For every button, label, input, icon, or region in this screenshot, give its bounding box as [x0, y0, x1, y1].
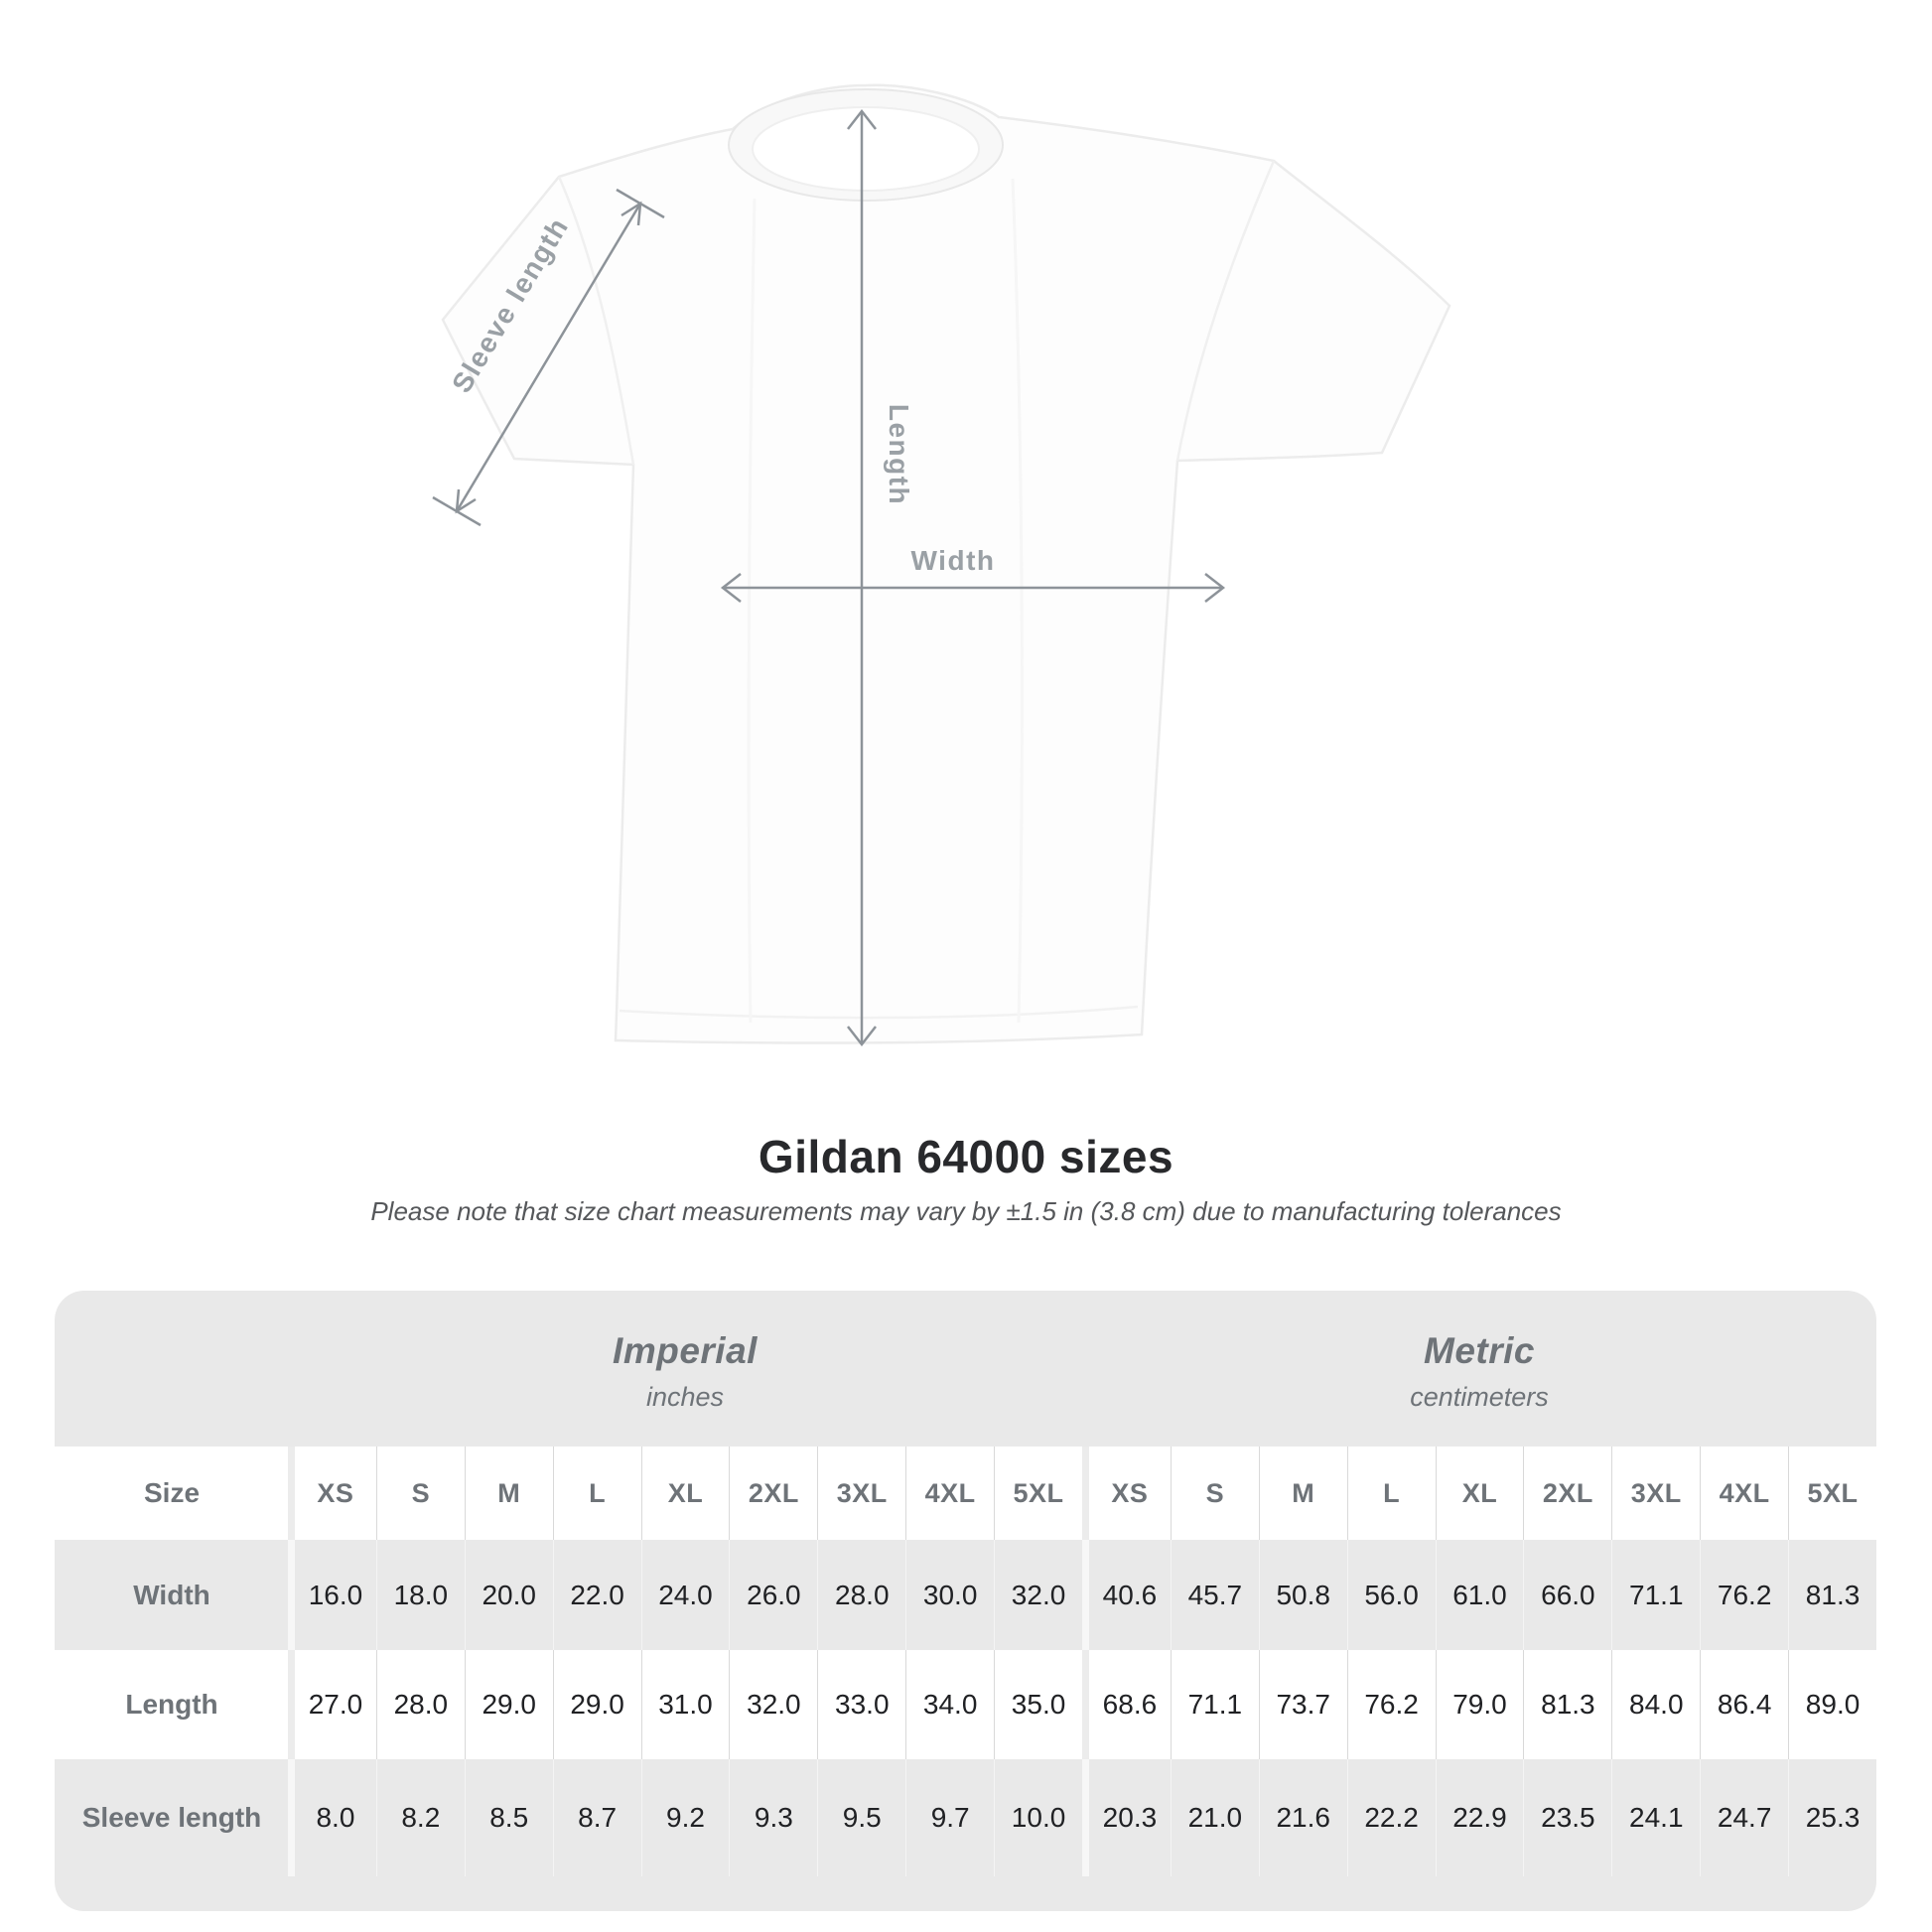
- measurement-cell: 8.7: [552, 1759, 641, 1876]
- measurement-cell: 18.0: [375, 1540, 465, 1650]
- measurement-cell: 86.4: [1700, 1650, 1789, 1759]
- measurement-cell: 22.9: [1435, 1759, 1524, 1876]
- size-header-imperial-2xl: 2XL: [729, 1447, 818, 1540]
- measurement-cell: 29.0: [552, 1650, 641, 1759]
- metric-group-unit: centimeters: [1410, 1382, 1549, 1412]
- measurement-cell: 22.0: [552, 1540, 641, 1650]
- measurement-cell: 33.0: [817, 1650, 906, 1759]
- measurement-cell: 10.0: [994, 1759, 1082, 1876]
- measurement-cell: 30.0: [905, 1540, 994, 1650]
- measurement-cell: 21.6: [1258, 1759, 1347, 1876]
- measurement-cell: 61.0: [1435, 1540, 1524, 1650]
- measurement-cell: 89.0: [1788, 1650, 1876, 1759]
- size-header-metric-4xl: 4XL: [1700, 1447, 1789, 1540]
- imperial-group-header: Imperial inches: [288, 1291, 1082, 1447]
- length-arrow: [847, 108, 877, 1047]
- row-label: Length: [55, 1650, 288, 1759]
- length-label: Length: [884, 404, 914, 505]
- measurement-cell: 16.0: [288, 1540, 376, 1650]
- measurement-cell: 9.3: [729, 1759, 817, 1876]
- size-header-imperial-m: M: [464, 1447, 553, 1540]
- measurement-cell: 50.8: [1258, 1540, 1347, 1650]
- measurement-cell: 71.1: [1611, 1540, 1700, 1650]
- measurement-cell: 34.0: [905, 1650, 995, 1759]
- size-header-metric-xs: XS: [1081, 1447, 1171, 1540]
- measurement-cell: 26.0: [729, 1540, 817, 1650]
- metric-group-name: Metric: [1424, 1330, 1535, 1371]
- measurement-cell: 23.5: [1523, 1759, 1611, 1876]
- measurement-cell: 24.1: [1611, 1759, 1700, 1876]
- measurement-cell: 8.2: [375, 1759, 465, 1876]
- measurement-cell: 31.0: [640, 1650, 730, 1759]
- measurement-cell: 32.0: [729, 1650, 818, 1759]
- measurement-cell: 76.2: [1700, 1540, 1788, 1650]
- measurement-cell: 8.0: [288, 1759, 376, 1876]
- size-header-metric-l: L: [1346, 1447, 1436, 1540]
- measurement-cell: 40.6: [1081, 1540, 1171, 1650]
- size-table-grid: Size XS S M L XL 2XL 3XL 4XL 5XL XS S M L XL 2XL 3XL 4XL 5…: [55, 1447, 1876, 1876]
- row-label: Sleeve length: [81, 1802, 262, 1833]
- size-header-imperial-xs: XS: [288, 1447, 376, 1540]
- width-label: Width: [911, 545, 996, 576]
- size-header-imperial-l: L: [552, 1447, 641, 1540]
- measurement-cell: 24.7: [1700, 1759, 1788, 1876]
- unit-group-header: Imperial inches Metric centimeters: [55, 1291, 1876, 1447]
- size-header-imperial-3xl: 3XL: [817, 1447, 906, 1540]
- size-header-metric-5xl: 5XL: [1788, 1447, 1876, 1540]
- size-header-imperial-5xl: 5XL: [994, 1447, 1082, 1540]
- measurement-cell: 76.2: [1346, 1650, 1436, 1759]
- measurement-cell: 22.2: [1346, 1759, 1436, 1876]
- size-table: Imperial inches Metric centimeters Size X…: [55, 1291, 1876, 1911]
- sleeve-length-arrow: [432, 188, 665, 527]
- measurement-cell: 28.0: [375, 1650, 465, 1759]
- tshirt-diagram: Sleeve length Length Width: [432, 83, 1451, 1047]
- measurement-cell: 20.0: [464, 1540, 553, 1650]
- measurement-cell: 35.0: [994, 1650, 1082, 1759]
- imperial-group-name: Imperial: [613, 1330, 758, 1371]
- measurement-cell: 73.7: [1258, 1650, 1347, 1759]
- measurement-cell: 68.6: [1081, 1650, 1171, 1759]
- measurement-cell: 27.0: [288, 1650, 376, 1759]
- size-header-imperial-s: S: [375, 1447, 465, 1540]
- size-column-header: Size: [55, 1447, 288, 1540]
- size-header-imperial-4xl: 4XL: [905, 1447, 995, 1540]
- measurement-cell: 79.0: [1435, 1650, 1524, 1759]
- measurement-cell: 25.3: [1788, 1759, 1876, 1876]
- size-header-metric-s: S: [1170, 1447, 1259, 1540]
- page-title: Gildan 64000 sizes: [758, 1131, 1174, 1182]
- size-header-metric-xl: XL: [1435, 1447, 1524, 1540]
- tolerance-note: Please note that size chart measurements…: [370, 1196, 1562, 1226]
- measurement-cell: 20.3: [1081, 1759, 1171, 1876]
- measurement-cell: 56.0: [1346, 1540, 1436, 1650]
- row-label: Width: [133, 1579, 210, 1610]
- measurement-cell: 45.7: [1170, 1540, 1259, 1650]
- measurement-cell: 9.2: [640, 1759, 730, 1876]
- measurement-cell: 32.0: [994, 1540, 1082, 1650]
- measurement-cell: 21.0: [1170, 1759, 1259, 1876]
- tshirt-image: [441, 83, 1451, 1044]
- measurement-cell: 9.5: [817, 1759, 905, 1876]
- measurement-cell: 29.0: [464, 1650, 553, 1759]
- measurement-cell: 84.0: [1611, 1650, 1701, 1759]
- width-arrow: [720, 573, 1226, 603]
- measurement-cell: 28.0: [817, 1540, 905, 1650]
- size-header-imperial-xl: XL: [640, 1447, 730, 1540]
- imperial-group-unit: inches: [645, 1382, 725, 1412]
- size-header-metric-m: M: [1258, 1447, 1347, 1540]
- metric-group-header: Metric centimeters: [1082, 1291, 1876, 1447]
- measurement-cell: 81.3: [1788, 1540, 1876, 1650]
- measurement-cell: 81.3: [1523, 1650, 1612, 1759]
- group-header-spacer: [55, 1291, 288, 1447]
- measurement-cell: 8.5: [464, 1759, 553, 1876]
- size-header-metric-3xl: 3XL: [1611, 1447, 1701, 1540]
- size-header-metric-2xl: 2XL: [1523, 1447, 1612, 1540]
- measurement-cell: 66.0: [1523, 1540, 1611, 1650]
- measurement-cell: 9.7: [905, 1759, 994, 1876]
- measurement-cell: 24.0: [640, 1540, 730, 1650]
- measurement-cell: 71.1: [1170, 1650, 1259, 1759]
